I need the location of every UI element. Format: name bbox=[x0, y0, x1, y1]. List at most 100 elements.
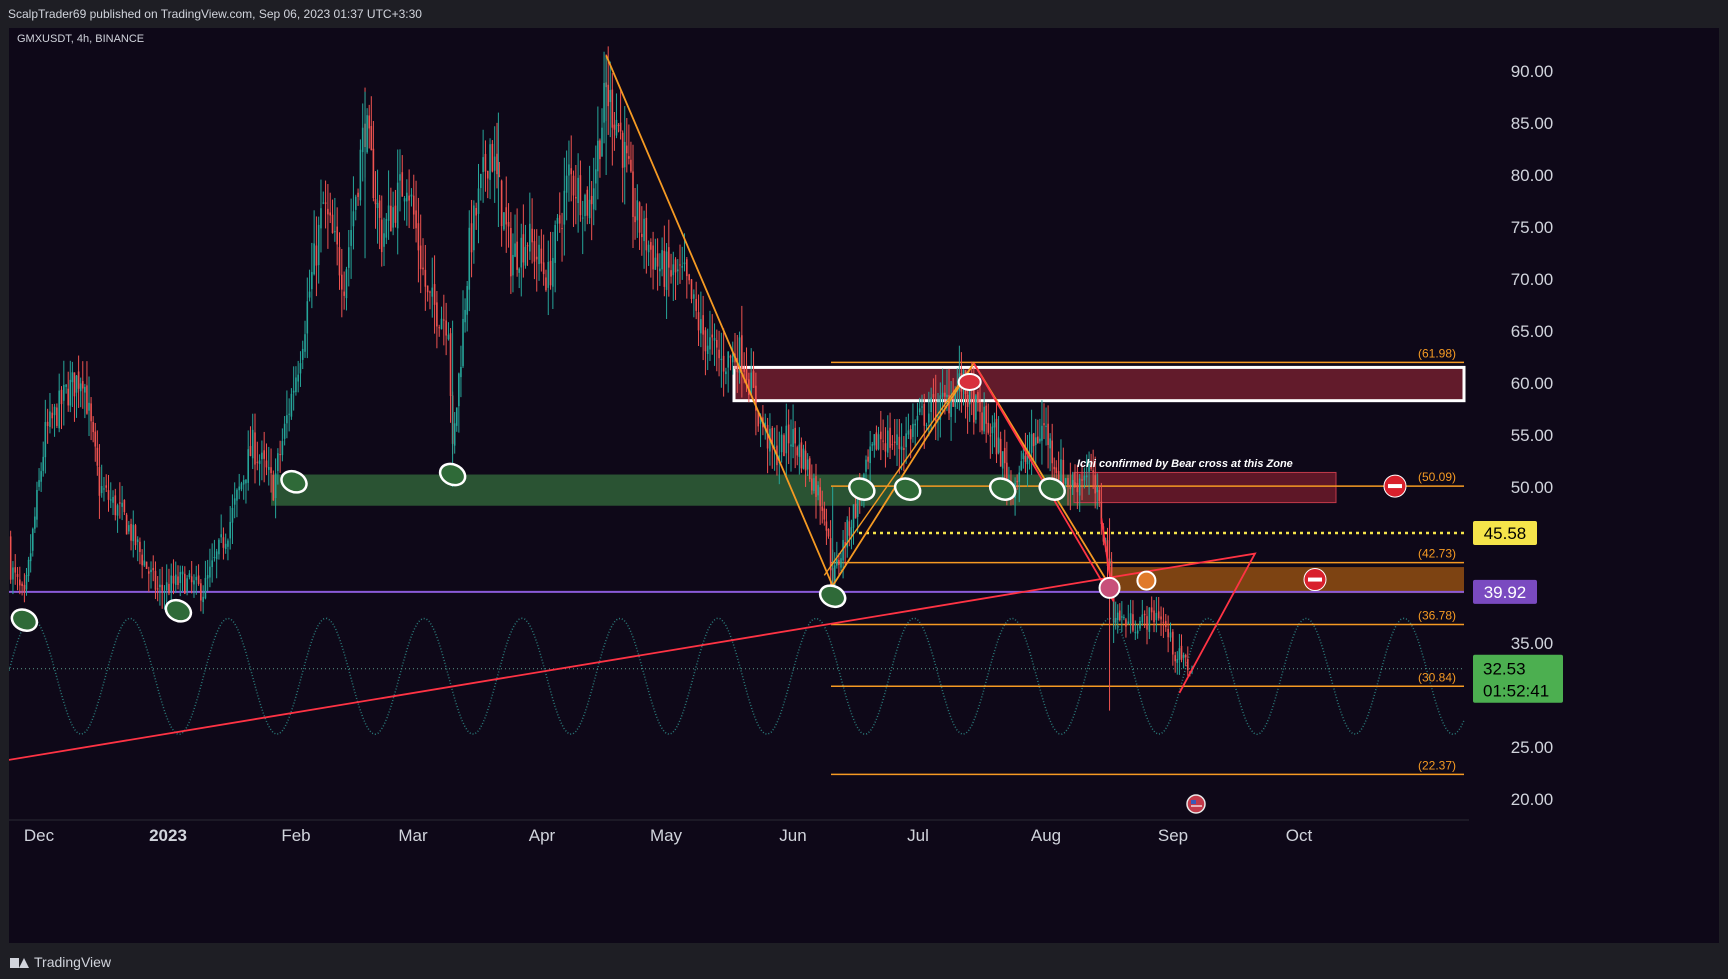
candle-body bbox=[663, 250, 666, 287]
candle-body bbox=[81, 381, 84, 389]
chart-container[interactable]: (61.98) (50.09) (42.73) (36.78) (30.84) (22.3… bbox=[0, 28, 1719, 943]
candle-body bbox=[240, 483, 243, 490]
candle-body bbox=[833, 565, 836, 589]
candle-body bbox=[270, 467, 272, 474]
candle-body bbox=[1146, 616, 1148, 630]
candle-body bbox=[954, 389, 957, 407]
candle-body bbox=[75, 375, 78, 393]
candle-body bbox=[579, 175, 582, 216]
candle-body bbox=[856, 491, 859, 517]
candle-body bbox=[1164, 620, 1167, 627]
fib-level-label: (22.37) bbox=[1418, 758, 1456, 772]
candle-body bbox=[387, 205, 390, 221]
candle-body bbox=[119, 502, 121, 504]
candle-body bbox=[383, 233, 385, 247]
candle-body bbox=[973, 388, 975, 423]
candle-body bbox=[836, 558, 838, 566]
candle-body bbox=[31, 528, 34, 551]
candle-body bbox=[368, 115, 371, 129]
candle-body bbox=[681, 266, 684, 268]
candle-body bbox=[599, 140, 601, 160]
candle-body bbox=[390, 205, 392, 232]
price-chart[interactable]: (61.98) (50.09) (42.73) (36.78) (30.84) (22.3… bbox=[0, 28, 1719, 943]
candle-body bbox=[615, 119, 618, 136]
candle-body bbox=[242, 479, 245, 485]
candle-body bbox=[272, 475, 275, 501]
candle-body bbox=[1160, 616, 1162, 620]
resistance-touch-marker bbox=[957, 372, 982, 391]
candle-body bbox=[813, 478, 815, 491]
candle-body bbox=[399, 174, 401, 181]
candle-body bbox=[601, 127, 603, 157]
tradingview-logo[interactable]: TradingView bbox=[10, 945, 111, 979]
candle-body bbox=[334, 231, 336, 233]
candle-body bbox=[645, 217, 648, 251]
candle-body bbox=[202, 596, 204, 603]
candle-body bbox=[505, 207, 508, 225]
candle-body bbox=[415, 210, 417, 229]
candle-body bbox=[1118, 610, 1121, 621]
candle-body bbox=[690, 279, 693, 300]
candle-body bbox=[934, 401, 937, 421]
drawings-layer bbox=[0, 55, 1257, 763]
candle-body bbox=[745, 369, 748, 381]
candle-body bbox=[105, 485, 108, 488]
candle-body bbox=[165, 582, 168, 591]
candle-body bbox=[251, 429, 254, 459]
candle-body bbox=[912, 423, 914, 437]
candle-body bbox=[638, 202, 641, 233]
candle-body bbox=[341, 274, 343, 290]
candle-body bbox=[460, 366, 462, 378]
candle-body bbox=[193, 580, 195, 585]
candle-body bbox=[819, 487, 821, 506]
candle-body bbox=[154, 570, 157, 590]
candle-body bbox=[654, 257, 657, 270]
candle-body bbox=[952, 401, 954, 407]
candle-body bbox=[489, 144, 491, 180]
candle-body bbox=[77, 371, 80, 389]
candle-body bbox=[121, 502, 123, 507]
candle-body bbox=[838, 559, 840, 565]
price-badge bbox=[1473, 579, 1537, 604]
candle-body bbox=[440, 318, 443, 330]
price-badge-value: 39.92 bbox=[1484, 583, 1527, 602]
candle-body bbox=[179, 572, 182, 584]
candle-body bbox=[186, 578, 188, 592]
candle-body bbox=[27, 559, 30, 577]
candle-body bbox=[1136, 630, 1139, 634]
candle-body bbox=[1139, 620, 1141, 629]
candle-body bbox=[905, 433, 907, 448]
candle-body bbox=[265, 460, 268, 468]
candle-body bbox=[114, 495, 117, 516]
candle-body bbox=[968, 382, 971, 405]
candle-body bbox=[1098, 490, 1101, 501]
candle-body bbox=[256, 461, 259, 463]
candle-body bbox=[1064, 478, 1067, 484]
candle-body bbox=[991, 426, 994, 434]
support-touch-marker bbox=[280, 469, 308, 494]
candle-body bbox=[320, 208, 322, 229]
candle-body bbox=[116, 505, 119, 516]
sine-wave-path bbox=[8, 617, 1465, 736]
candle-body bbox=[14, 567, 17, 573]
candle-body bbox=[322, 202, 325, 204]
candle-body bbox=[90, 403, 92, 422]
candle-body bbox=[1041, 425, 1043, 441]
candle-body bbox=[997, 437, 1000, 453]
candle-body bbox=[159, 584, 161, 588]
candle-body bbox=[577, 177, 579, 204]
price-axis-bg bbox=[1469, 28, 1719, 943]
candle-body bbox=[352, 211, 355, 227]
candle-body bbox=[283, 423, 286, 439]
current-price-badge bbox=[1473, 654, 1563, 703]
candle-body bbox=[150, 569, 152, 573]
candle-body bbox=[1078, 478, 1081, 496]
candle-body bbox=[1148, 607, 1151, 632]
candle-body bbox=[844, 542, 846, 547]
candle-body bbox=[301, 348, 304, 360]
candle-body bbox=[233, 498, 236, 505]
candle-body bbox=[741, 335, 743, 369]
candle-body bbox=[493, 156, 496, 171]
candle-body bbox=[445, 320, 447, 336]
candle-body bbox=[482, 157, 484, 172]
